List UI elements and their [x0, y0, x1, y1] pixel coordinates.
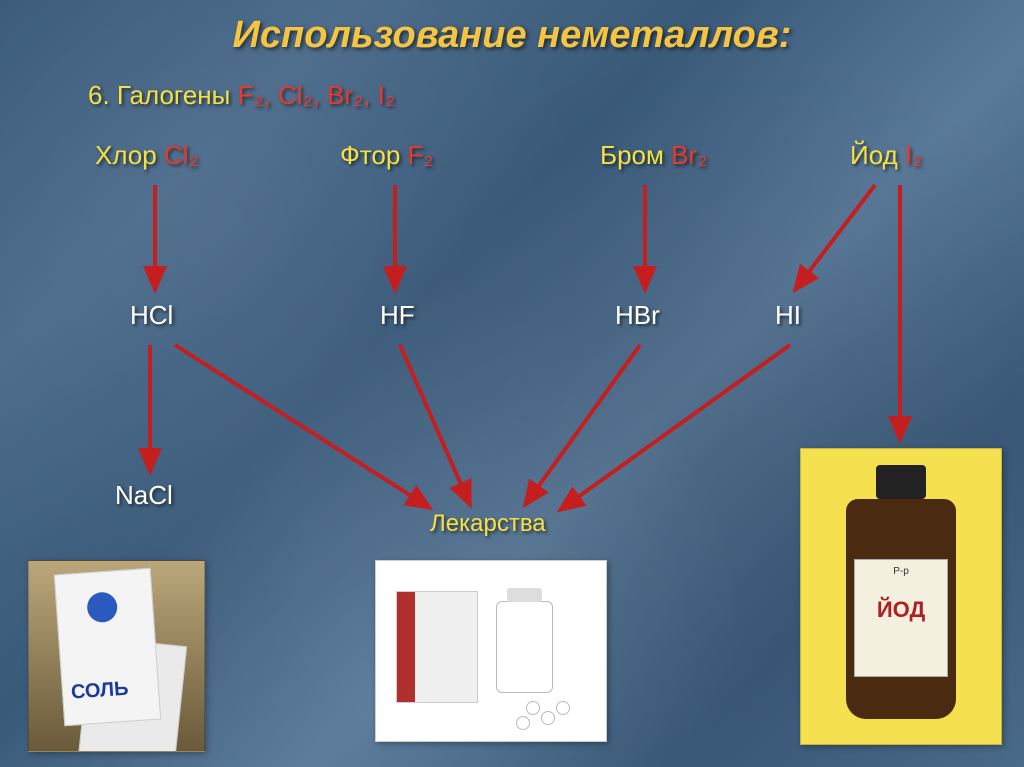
iodine-name: Йод: [850, 140, 905, 170]
iodine-big-label: ЙОД: [855, 597, 947, 623]
hi-label: HI: [775, 300, 801, 331]
intro-prefix: 6. Галогены: [88, 80, 238, 110]
fluorine-formula: F₂: [408, 140, 434, 170]
slide-title: Использование неметаллов:: [0, 14, 1024, 57]
iodine-formula: I₂: [905, 140, 922, 170]
fluorine-name: Фтор: [340, 140, 408, 170]
intro-formulas: F₂, Cl₂, Br₂, I₂: [238, 80, 395, 110]
salt-image: СОЛЬ: [28, 560, 205, 752]
slide: Использование неметаллов: 6. Галогены F₂…: [0, 0, 1024, 767]
chlorine-head: Хлор Cl₂: [95, 140, 199, 171]
hbr-label: HBr: [615, 300, 660, 331]
hf-label: HF: [380, 300, 415, 331]
intro-line: 6. Галогены F₂, Cl₂, Br₂, I₂: [88, 80, 395, 111]
chlorine-formula: Cl₂: [164, 140, 199, 170]
bromine-head: Бром Br₂: [600, 140, 707, 171]
hcl-label: HCl: [130, 300, 173, 331]
medicine-label: Лекарства: [430, 510, 546, 538]
iodine-small-label: Р-р: [855, 566, 947, 577]
bromine-formula: Br₂: [671, 140, 707, 170]
chlorine-name: Хлор: [95, 140, 164, 170]
fluorine-head: Фтор F₂: [340, 140, 434, 171]
salt-pack-label: СОЛЬ: [70, 678, 129, 705]
bromine-name: Бром: [600, 140, 671, 170]
medicine-image: [375, 560, 607, 742]
iodine-head: Йод I₂: [850, 140, 922, 171]
iodine-image: Р-р ЙОД: [800, 448, 1002, 745]
nacl-label: NaCl: [115, 480, 173, 511]
